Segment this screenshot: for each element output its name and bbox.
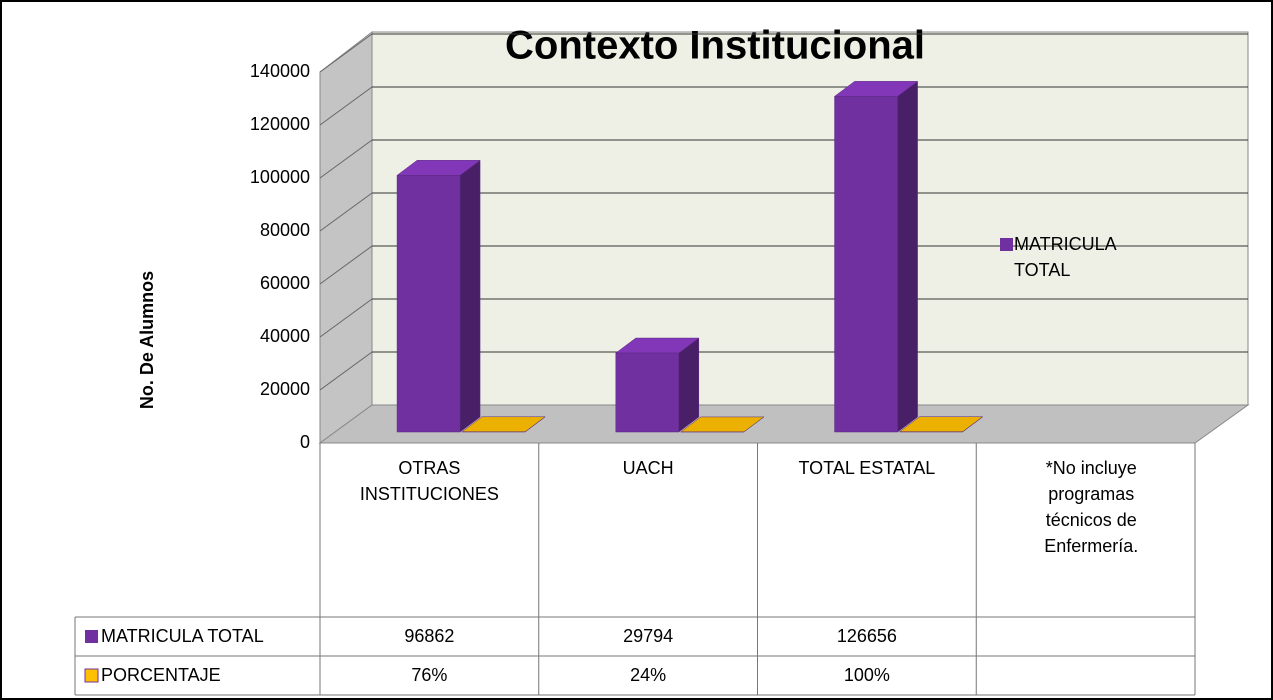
table-legend-swatch [84,668,99,683]
bar [834,96,898,433]
x-tick-label: *No incluye programas técnicos de Enferm… [1044,458,1139,556]
y-tick-label: 80000 [260,220,310,240]
floor [318,404,1250,444]
y-tick-label: 140000 [250,61,310,81]
table-series-name: MATRICULA TOTAL [101,626,264,646]
y-tick-label: 120000 [250,114,310,134]
legend-swatch [1000,238,1013,251]
table-value: 76% [411,665,448,685]
bar [615,352,680,433]
y-tick-label: 20000 [260,379,310,399]
table-value: 100% [843,665,890,685]
bar-side [459,159,481,433]
grid-line-side [319,245,373,285]
grid-line-side [319,86,373,126]
y-axis-label: No. De Alumnos [137,271,157,409]
y-tick-label: 0 [300,432,310,452]
grid-line-side [319,351,373,391]
x-tick-label: UACH [622,458,674,478]
table-legend-swatch [85,630,98,643]
grid-line-side [319,33,373,73]
chart-title: Contexto Institucional [505,24,925,68]
bar-side [678,337,700,433]
x-tick-label: TOTAL ESTATAL [798,458,936,478]
grid-line-side [319,298,373,338]
table-value: 24% [630,665,667,685]
y-tick-label: 60000 [260,273,310,293]
table-value: 29794 [623,626,674,646]
x-tick-label: OTRAS INSTITUCIONES [359,458,499,504]
y-tick-label: 100000 [250,167,310,187]
bar-side [897,80,918,433]
side-wall [319,30,373,444]
grid-line-side [319,139,373,179]
y-tick-label: 40000 [260,326,310,346]
table-value: 96862 [404,626,455,646]
back-wall [371,31,1249,406]
table-value: 126656 [836,626,897,646]
table-series-name: PORCENTAJE [101,665,221,685]
legend-label: MATRICULA TOTAL [1014,234,1116,280]
bar [396,175,461,433]
grid-line-side [319,192,373,232]
